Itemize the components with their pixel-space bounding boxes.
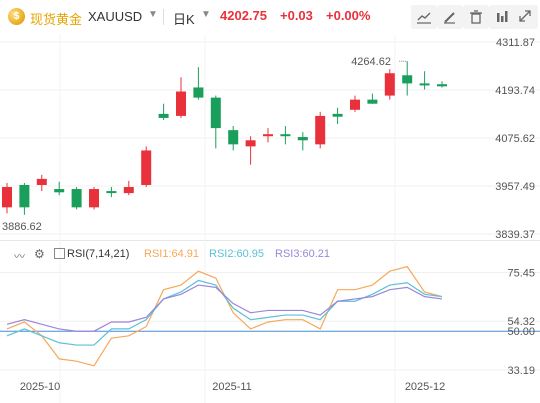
- candle-body: [36, 178, 47, 185]
- price-tick-label: 3957.49: [495, 181, 535, 193]
- candle-body: [297, 137, 308, 141]
- rsi-series-line: [6, 265, 443, 367]
- date-axis: 2025-10 2025-11 2025-12: [20, 381, 445, 393]
- candle-body: [158, 113, 169, 118]
- eye-icon[interactable]: 〰: [14, 251, 25, 263]
- candle-body: [54, 189, 65, 193]
- draw-button[interactable]: [437, 5, 463, 29]
- candle-body: [263, 134, 273, 137]
- candle-body: [437, 84, 447, 87]
- candle-body: [402, 75, 413, 84]
- candles: [2, 60, 447, 215]
- quote-header: $ 现货黄金 XAUUSD ▼ 日K ▼ 4202.75 +0.03 +0.00…: [0, 0, 540, 34]
- delete-icon: [470, 10, 482, 24]
- price-change-percent: +0.00%: [326, 8, 371, 23]
- rsi3-value: RSI3:60.21: [275, 248, 331, 260]
- candle-body: [106, 191, 117, 194]
- date-tick-label: 2025-12: [405, 381, 445, 393]
- fullscreen-icon: [519, 10, 531, 22]
- candle-body: [141, 150, 152, 185]
- period-selector[interactable]: 日K: [173, 12, 195, 27]
- candle-body: [19, 184, 30, 208]
- candle-body: [350, 99, 360, 110]
- calculator-icon[interactable]: [54, 248, 65, 259]
- period-dropdown-icon[interactable]: ▼: [201, 9, 211, 20]
- candlestick-chart[interactable]: 4311.87 4193.74 4075.62 3957.49 3839.37 4264…: [0, 34, 540, 240]
- gear-icon[interactable]: ⚙: [34, 247, 45, 261]
- rsi-tick-label: 54.32: [507, 316, 535, 328]
- instrument-name[interactable]: 现货黄金: [30, 12, 83, 27]
- rsi2-value: RSI2:60.95: [209, 248, 265, 260]
- candle-body: [71, 189, 82, 208]
- candle-body: [193, 87, 204, 98]
- candle-body: [245, 140, 256, 147]
- date-tick-label: 2025-11: [212, 381, 252, 393]
- candle-body: [228, 130, 239, 145]
- panel-divider: [0, 240, 540, 241]
- instrument-symbol[interactable]: XAUUSD: [88, 9, 143, 24]
- rsi-title: RSI(7,14,21): [67, 248, 130, 260]
- min-price-label: 3886.62: [2, 221, 42, 233]
- chart-type-icon: [417, 12, 431, 24]
- price-tick-label: 3839.37: [495, 229, 535, 240]
- rsi-series-line: [6, 284, 443, 332]
- candle-body: [210, 97, 221, 129]
- candle-body: [384, 73, 395, 96]
- draw-pencil-icon: [444, 12, 455, 24]
- price-tick-label: 4311.87: [496, 37, 535, 49]
- max-price-label: 4264.62: [351, 56, 391, 68]
- price-tick-label: 4075.62: [495, 133, 535, 145]
- rsi-tick-label: 33.19: [507, 365, 535, 377]
- candle-body: [176, 91, 186, 116]
- date-tick-label: 2025-10: [20, 381, 60, 393]
- indicator-button[interactable]: [489, 5, 515, 29]
- indicator-bars-icon: [497, 11, 508, 22]
- symbol-dropdown-icon[interactable]: ▼: [148, 9, 158, 20]
- candle-body: [367, 99, 378, 104]
- candle-body: [89, 189, 99, 208]
- candle-body: [315, 115, 326, 145]
- current-price: 4202.75: [220, 8, 267, 23]
- candle-body: [123, 187, 134, 194]
- gold-coin-icon: $: [8, 8, 25, 25]
- chart-type-button[interactable]: [411, 5, 437, 29]
- main-chart-grid: [0, 34, 540, 240]
- fullscreen-button[interactable]: [512, 5, 538, 29]
- rsi-series-line: [6, 279, 443, 346]
- delete-button[interactable]: [463, 5, 489, 29]
- price-tick-label: 4193.74: [495, 85, 535, 97]
- rsi-lines: [6, 265, 443, 367]
- rsi-tick-label: 75.45: [507, 267, 535, 279]
- candle-body: [2, 187, 12, 208]
- candle-body: [332, 113, 343, 117]
- price-change: +0.03: [280, 8, 313, 23]
- rsi1-value: RSI1:64.91: [144, 248, 200, 260]
- candle-body: [419, 83, 430, 86]
- price-axis: 4311.87 4193.74 4075.62 3957.49 3839.37: [495, 37, 535, 240]
- header-divider: [163, 9, 164, 25]
- rsi-tick-label: 50.00: [507, 326, 535, 338]
- candle-body: [280, 134, 291, 137]
